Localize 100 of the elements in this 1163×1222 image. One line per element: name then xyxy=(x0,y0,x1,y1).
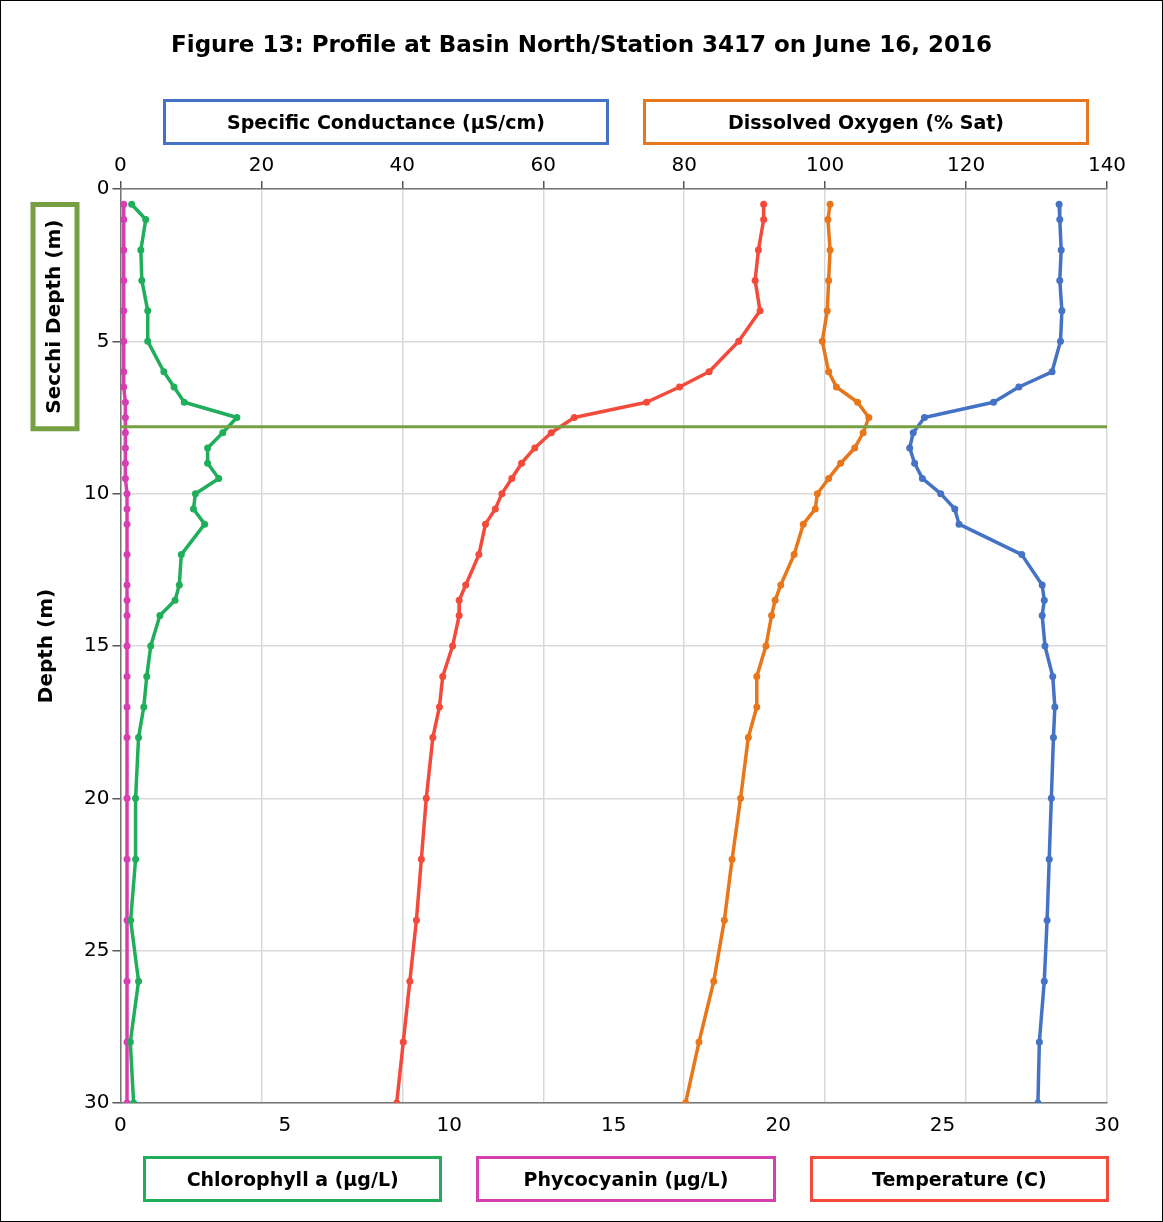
point xyxy=(121,474,129,482)
text: Dissolved Oxygen (% Sat) xyxy=(643,99,1089,145)
point xyxy=(120,276,128,284)
point xyxy=(462,581,470,589)
point xyxy=(123,794,131,802)
y-axis-title: Depth (m) xyxy=(33,588,58,704)
point xyxy=(219,429,227,437)
point xyxy=(138,276,146,284)
point xyxy=(132,855,140,863)
point xyxy=(123,703,131,711)
chart-title: Figure 13: Profile at Basin North/Station 3417 on June 16, 2016 xyxy=(170,31,993,57)
text: Specific Conductance (µS/cm) xyxy=(163,99,609,145)
point xyxy=(144,337,152,345)
point xyxy=(123,581,131,589)
point xyxy=(142,215,150,223)
y-tick-label: 5 xyxy=(96,327,110,352)
point xyxy=(175,581,183,589)
point xyxy=(120,246,128,254)
point xyxy=(754,246,762,254)
point xyxy=(498,490,506,498)
point xyxy=(180,398,188,406)
point xyxy=(120,368,128,376)
x2-tick-label: 120 xyxy=(946,152,986,177)
point xyxy=(449,642,457,650)
y-tick-label: 10 xyxy=(84,479,110,504)
point xyxy=(123,855,131,863)
point xyxy=(475,551,483,559)
point xyxy=(760,215,768,223)
point xyxy=(160,368,168,376)
x-tick-label: 10 xyxy=(436,1112,463,1137)
point xyxy=(127,916,135,924)
point xyxy=(123,612,131,620)
x2-tick-label: 60 xyxy=(530,152,556,177)
point xyxy=(121,459,129,467)
y-tick-label: 25 xyxy=(84,936,110,961)
x2-tick-label: 80 xyxy=(671,152,697,177)
x2-tick-label: 40 xyxy=(389,152,416,177)
point xyxy=(121,398,129,406)
x2-tick-label: 100 xyxy=(806,152,845,177)
point xyxy=(121,429,129,437)
point xyxy=(177,551,185,559)
point xyxy=(123,596,131,604)
point xyxy=(132,794,140,802)
point xyxy=(144,307,152,315)
x-tick-label: 5 xyxy=(278,1112,292,1137)
point xyxy=(455,596,463,604)
point xyxy=(439,672,447,680)
point xyxy=(201,520,209,528)
x2-tick-label: 20 xyxy=(248,152,275,177)
point xyxy=(191,490,199,498)
point xyxy=(399,1038,407,1046)
x-tick-label: 25 xyxy=(929,1112,956,1137)
point xyxy=(120,383,128,391)
text: Phycocyanin (µg/L) xyxy=(476,1156,776,1202)
point xyxy=(137,246,145,254)
point xyxy=(455,612,463,620)
point xyxy=(435,703,443,711)
point xyxy=(120,337,128,345)
point xyxy=(760,200,768,208)
point xyxy=(189,505,197,513)
point xyxy=(120,215,128,223)
point xyxy=(147,642,155,650)
point xyxy=(171,596,179,604)
point xyxy=(123,520,131,528)
point xyxy=(547,429,555,437)
y-tick-label: 15 xyxy=(84,632,110,657)
point xyxy=(233,414,241,421)
point xyxy=(123,733,131,741)
point xyxy=(406,977,414,985)
point xyxy=(204,459,212,467)
point xyxy=(120,307,128,315)
point xyxy=(508,474,516,482)
point xyxy=(215,474,223,482)
x-tick-label: 0 xyxy=(114,1112,127,1137)
point xyxy=(705,368,713,376)
x2-tick-label: 0 xyxy=(114,152,127,177)
point xyxy=(735,337,743,345)
point xyxy=(429,733,437,741)
y-tick-label: 20 xyxy=(84,784,110,809)
point xyxy=(481,520,489,528)
point xyxy=(120,200,128,208)
point xyxy=(422,794,430,802)
point xyxy=(135,733,143,741)
text: Chlorophyll a (µg/L) xyxy=(143,1156,443,1202)
x-tick-label: 15 xyxy=(601,1112,627,1137)
point xyxy=(140,703,148,711)
point xyxy=(204,444,212,452)
point xyxy=(121,414,129,421)
point xyxy=(156,612,164,620)
point xyxy=(121,444,129,452)
ref-line-label: Secchi Depth (m) xyxy=(41,219,66,414)
point xyxy=(531,444,539,452)
point xyxy=(751,276,759,284)
point xyxy=(123,977,131,985)
point xyxy=(491,505,499,513)
point xyxy=(123,490,131,498)
point xyxy=(128,200,136,208)
point xyxy=(412,916,420,924)
y-tick-label: 30 xyxy=(84,1089,110,1114)
point xyxy=(518,459,526,467)
